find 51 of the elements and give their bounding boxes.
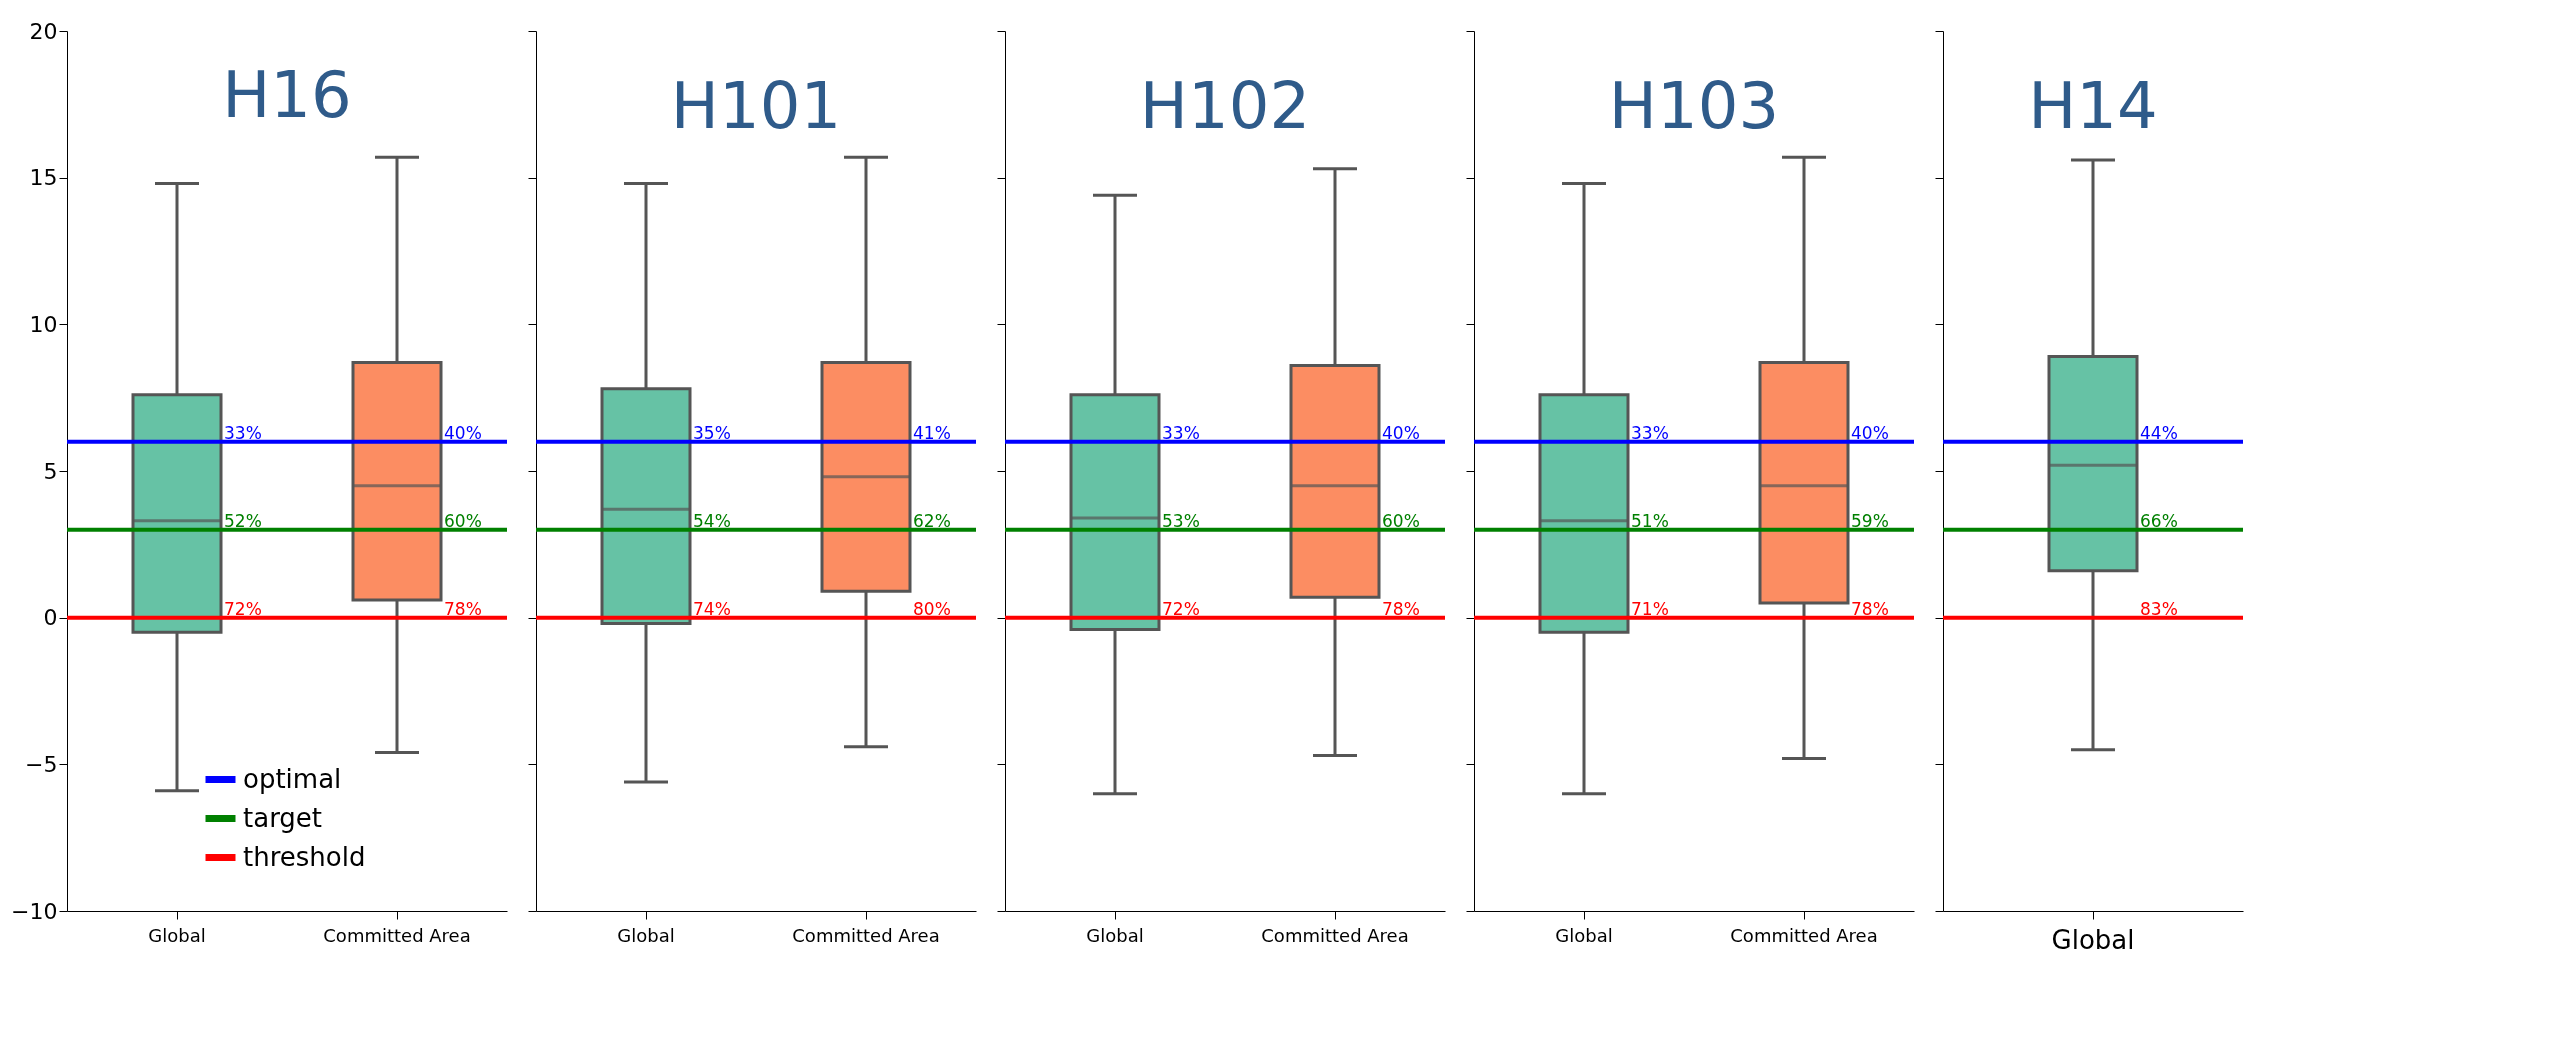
x-tick-label: Committed Area: [1261, 924, 1409, 946]
annotation: 40%: [1851, 422, 1889, 443]
annotation: 51%: [1631, 510, 1669, 531]
annotation: 54%: [693, 510, 731, 531]
annotation: 40%: [1382, 422, 1420, 443]
x-tick-label: Global: [1555, 924, 1613, 946]
x-tick-label: Global: [2051, 924, 2135, 955]
text: H14: [2028, 68, 2158, 143]
x-tick-label: Global: [1086, 924, 1144, 946]
legend-label: optimal: [243, 763, 342, 794]
y-tick-label: 15: [29, 165, 58, 191]
annotation: 72%: [224, 598, 262, 619]
annotation: 52%: [224, 510, 262, 531]
text: H103: [1608, 68, 1780, 143]
y-tick-label: −5: [25, 751, 58, 777]
annotation: 83%: [2140, 598, 2178, 619]
annotation: 80%: [913, 598, 951, 619]
annotation: 35%: [693, 422, 731, 443]
legend-label: target: [243, 802, 323, 833]
x-tick-label: Committed Area: [323, 924, 471, 946]
y-tick-label: 5: [43, 458, 58, 484]
annotation: 78%: [444, 598, 482, 619]
legend-label: threshold: [243, 841, 366, 872]
annotation: 60%: [1382, 510, 1420, 531]
text: H102: [1139, 68, 1311, 143]
annotation: 62%: [913, 510, 951, 531]
annotation: 33%: [1631, 422, 1669, 443]
x-tick-label: Global: [148, 924, 206, 946]
x-tick-label: Global: [617, 924, 675, 946]
x-tick-label: Committed Area: [792, 924, 940, 946]
annotation: 78%: [1851, 598, 1889, 619]
annotation: 44%: [2140, 422, 2178, 443]
y-tick-label: 10: [29, 311, 58, 337]
annotation: 33%: [224, 422, 262, 443]
annotation: 60%: [444, 510, 482, 531]
annotation: 78%: [1382, 598, 1420, 619]
annotation: 59%: [1851, 510, 1889, 531]
annotation: 72%: [1162, 598, 1200, 619]
y-tick-label: −10: [11, 898, 58, 924]
annotation: 33%: [1162, 422, 1200, 443]
chart-title: H16: [222, 58, 352, 132]
annotation: 74%: [693, 598, 731, 619]
y-tick-label: 0: [43, 605, 58, 631]
annotation: 53%: [1162, 510, 1200, 531]
y-tick-label: 20: [29, 18, 58, 44]
annotation: 41%: [913, 422, 951, 443]
text: H101: [670, 68, 842, 143]
annotation: 40%: [444, 422, 482, 443]
annotation: 66%: [2140, 510, 2178, 531]
annotation: 71%: [1631, 598, 1669, 619]
x-tick-label: Committed Area: [1730, 924, 1878, 946]
